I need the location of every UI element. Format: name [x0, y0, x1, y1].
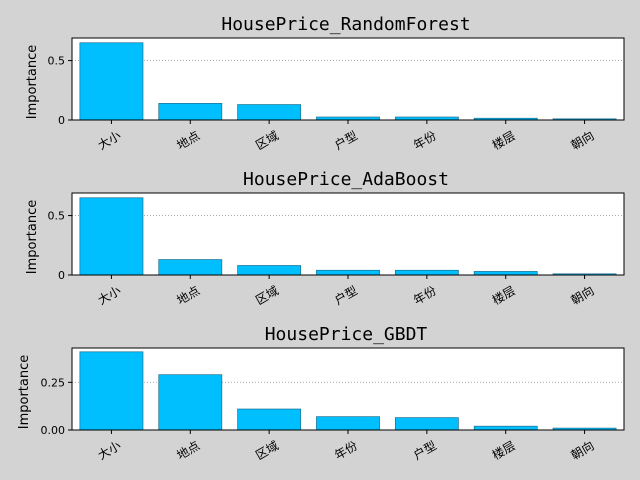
bar	[79, 197, 144, 276]
chart-title: HousePrice_RandomForest	[221, 14, 470, 35]
bar	[79, 42, 144, 121]
y-tick-label: 0.5	[48, 210, 66, 223]
y-tick-label: 0	[58, 114, 65, 127]
y-axis-label: Importance	[25, 200, 40, 275]
y-axis-label: Importance	[17, 355, 32, 430]
bar	[473, 425, 538, 431]
bar	[237, 408, 302, 431]
plot-area	[72, 193, 624, 275]
plot-area	[72, 38, 624, 120]
y-tick-label: 0.00	[41, 424, 66, 437]
y-tick-label: 0.25	[41, 376, 66, 389]
bar	[158, 259, 223, 276]
bar	[394, 269, 459, 276]
chart-title: HousePrice_GBDT	[265, 324, 428, 345]
bar	[473, 271, 538, 276]
axes-frame	[71, 37, 625, 121]
y-tick-label: 0.5	[48, 55, 66, 68]
y-axis-label: Importance	[25, 45, 40, 120]
bar	[316, 269, 380, 276]
chart-panel-randomforest: HousePrice_RandomForest Importance 00.5大…	[25, 14, 625, 153]
chart-panel-gbdt: HousePrice_GBDT Importance 0.000.25大小 地点区…	[17, 324, 625, 463]
bar	[79, 351, 144, 431]
bar	[237, 104, 302, 121]
chart-title: HousePrice_AdaBoost	[243, 169, 449, 190]
bar	[237, 265, 302, 276]
y-tick-label: 0	[58, 269, 65, 282]
bars-group: 00.5大小 地点 区域 户型 年份 楼层 朝向	[48, 192, 625, 308]
bar	[158, 103, 223, 121]
axes-frame	[71, 192, 625, 276]
axes-frame	[71, 347, 625, 431]
bar	[316, 416, 380, 431]
bars-group: 00.5大小 地点 区域 户型 年份 楼层 朝向	[48, 37, 625, 153]
bar	[394, 417, 459, 431]
bar	[158, 374, 223, 431]
chart-panel-adaboost: HousePrice_AdaBoost Importance 00.5大小 地点区…	[25, 169, 625, 308]
